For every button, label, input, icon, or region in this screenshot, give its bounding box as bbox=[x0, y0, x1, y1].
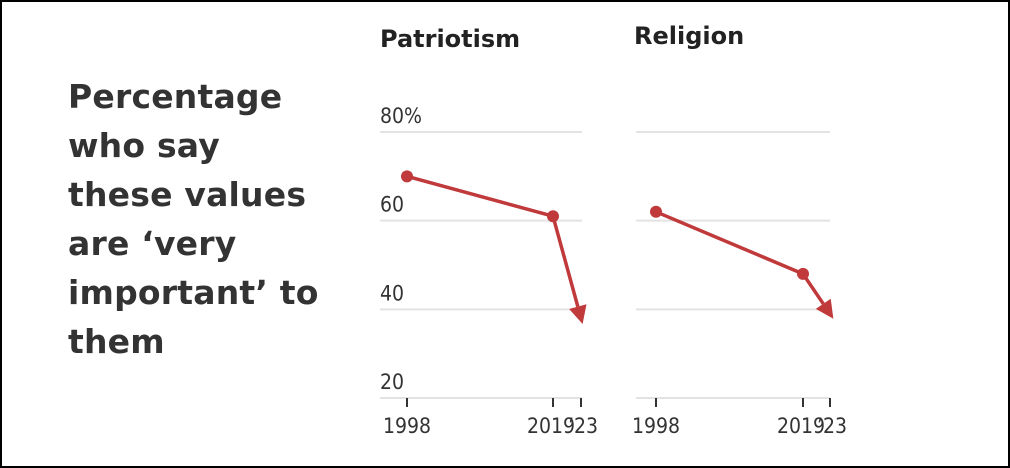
patriotism-y-tick-label: 20 bbox=[380, 370, 404, 394]
religion-x-tick-label: ’23 bbox=[817, 414, 847, 438]
patriotism-y-tick-label: 60 bbox=[380, 193, 404, 217]
patriotism-y-tick-label: 40 bbox=[380, 281, 404, 305]
patriotism-series-line bbox=[406, 174, 580, 308]
patriotism-y-tick-label: 80% bbox=[380, 104, 422, 128]
religion-x-tick-label: 2019 bbox=[777, 414, 825, 438]
patriotism-x-tick-label: 1998 bbox=[383, 414, 431, 438]
religion-point-1998 bbox=[650, 205, 662, 218]
religion-arrowhead-2023 bbox=[815, 298, 834, 319]
patriotism-point-2019 bbox=[547, 210, 559, 223]
patriotism-point-1998 bbox=[401, 170, 413, 183]
patriotism-x-tick-label: ’23 bbox=[568, 414, 598, 438]
patriotism-panel-title: Patriotism bbox=[380, 25, 520, 53]
patriotism-arrowhead-2023 bbox=[569, 304, 587, 324]
religion-series-line bbox=[655, 210, 825, 305]
religion-panel-title: Religion bbox=[634, 22, 744, 50]
chart-headline: Percentage who say these values are ‘ver… bbox=[68, 77, 319, 361]
religion-x-tick-label: 1998 bbox=[632, 414, 680, 438]
religion-point-2019 bbox=[797, 267, 809, 280]
patriotism-x-tick-label: 2019 bbox=[527, 414, 575, 438]
